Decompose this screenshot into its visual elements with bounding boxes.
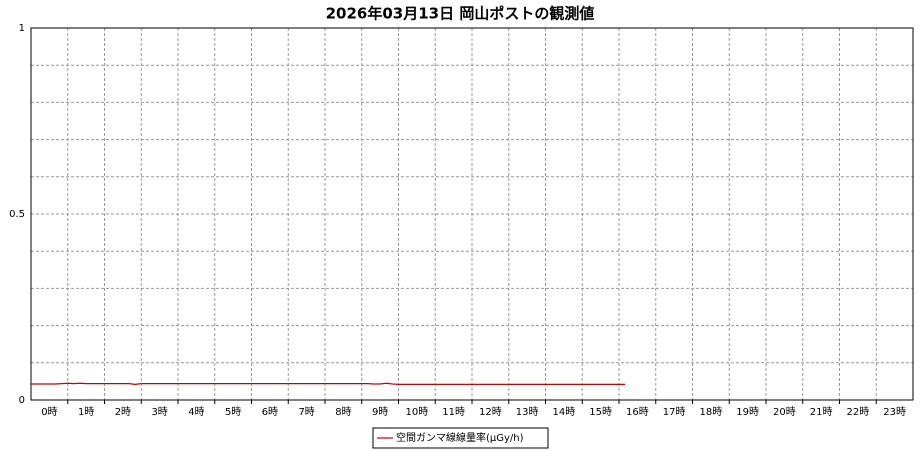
y-tick-label: 0 — [19, 395, 25, 406]
x-tick-label: 23時 — [883, 406, 906, 418]
y-tick-label: 1 — [19, 23, 25, 34]
legend-box — [372, 427, 549, 449]
x-tick-label: 21時 — [810, 406, 833, 418]
x-tick-label: 17時 — [663, 406, 686, 418]
x-tick-label: 8時 — [335, 406, 351, 418]
x-tick-label: 14時 — [553, 406, 576, 418]
x-tick-label: 10時 — [406, 406, 429, 418]
x-tick-label: 13時 — [516, 406, 539, 418]
x-tick-label: 15時 — [589, 406, 612, 418]
x-tick-label: 7時 — [298, 406, 314, 418]
x-tick-label: 20時 — [773, 406, 796, 418]
legend-label: 空間ガンマ線線量率(μGy/h) — [396, 431, 524, 444]
x-tick-label: 16時 — [626, 406, 649, 418]
x-tick-label: 12時 — [479, 406, 502, 418]
y-tick-label: 0.5 — [9, 209, 25, 220]
x-tick-label: 11時 — [442, 406, 465, 418]
x-tick-label: 6時 — [262, 406, 278, 418]
x-tick-label: 3時 — [151, 406, 167, 418]
x-tick-label: 5時 — [225, 406, 241, 418]
x-tick-label: 22時 — [847, 406, 870, 418]
chart-title: 2026年03月13日 岡山ポストの観測値 — [326, 5, 595, 23]
x-tick-label: 2時 — [115, 406, 131, 418]
x-tick-label: 0時 — [41, 406, 57, 418]
plot-border — [30, 27, 914, 401]
x-tick-label: 4時 — [188, 406, 204, 418]
x-tick-label: 1時 — [78, 406, 94, 418]
x-tick-label: 19時 — [736, 406, 759, 418]
x-tick-label: 9時 — [372, 406, 388, 418]
data-line — [31, 382, 626, 385]
x-tick-label: 18時 — [700, 406, 723, 418]
